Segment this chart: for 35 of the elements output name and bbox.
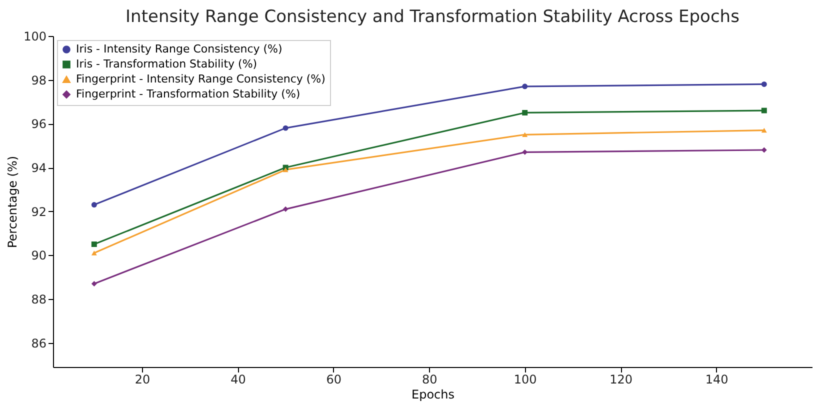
y-tick-label: 94 bbox=[31, 161, 46, 176]
point bbox=[91, 202, 97, 208]
point bbox=[91, 242, 97, 247]
x-tick-label: 140 bbox=[705, 372, 728, 386]
x-tick-label: 60 bbox=[326, 372, 342, 386]
legend-label: Fingerprint - Transformation Stability (%) bbox=[76, 88, 300, 100]
y-tick-label: 92 bbox=[31, 204, 46, 219]
x-tick-label: 80 bbox=[422, 372, 438, 386]
legend-label: Iris - Transformation Stability (%) bbox=[76, 58, 258, 70]
y-tick-label: 88 bbox=[31, 292, 46, 307]
x-axis-title: Epochs bbox=[412, 388, 454, 402]
point bbox=[761, 81, 767, 87]
point bbox=[522, 132, 528, 138]
x-tick-label: 40 bbox=[230, 372, 246, 386]
legend-label: Fingerprint - Intensity Range Consistency (%) bbox=[76, 72, 326, 86]
point bbox=[282, 167, 288, 172]
legend-label: Iris - Intensity Range Consistency (%) bbox=[76, 42, 282, 56]
point bbox=[761, 108, 767, 114]
x-tick-label: 100 bbox=[514, 372, 537, 386]
point bbox=[282, 206, 288, 212]
point bbox=[522, 84, 528, 90]
y-tick-label: 86 bbox=[31, 336, 46, 350]
point bbox=[282, 125, 288, 131]
x-tick-label: 120 bbox=[610, 372, 633, 386]
chart-title: Intensity Range Consistency and Transformation Stability Across Epochs bbox=[126, 7, 740, 27]
y-tick-label: 90 bbox=[31, 248, 46, 263]
y-tick-label: 98 bbox=[31, 73, 46, 88]
point bbox=[522, 110, 528, 116]
y-tick-label: 100 bbox=[24, 30, 46, 44]
y-tick-label: 96 bbox=[31, 117, 46, 132]
point bbox=[761, 128, 767, 133]
y-axis-title: Percentage (%) bbox=[6, 156, 20, 248]
point bbox=[91, 280, 97, 286]
x-tick-label: 20 bbox=[134, 372, 150, 386]
point bbox=[91, 250, 97, 256]
